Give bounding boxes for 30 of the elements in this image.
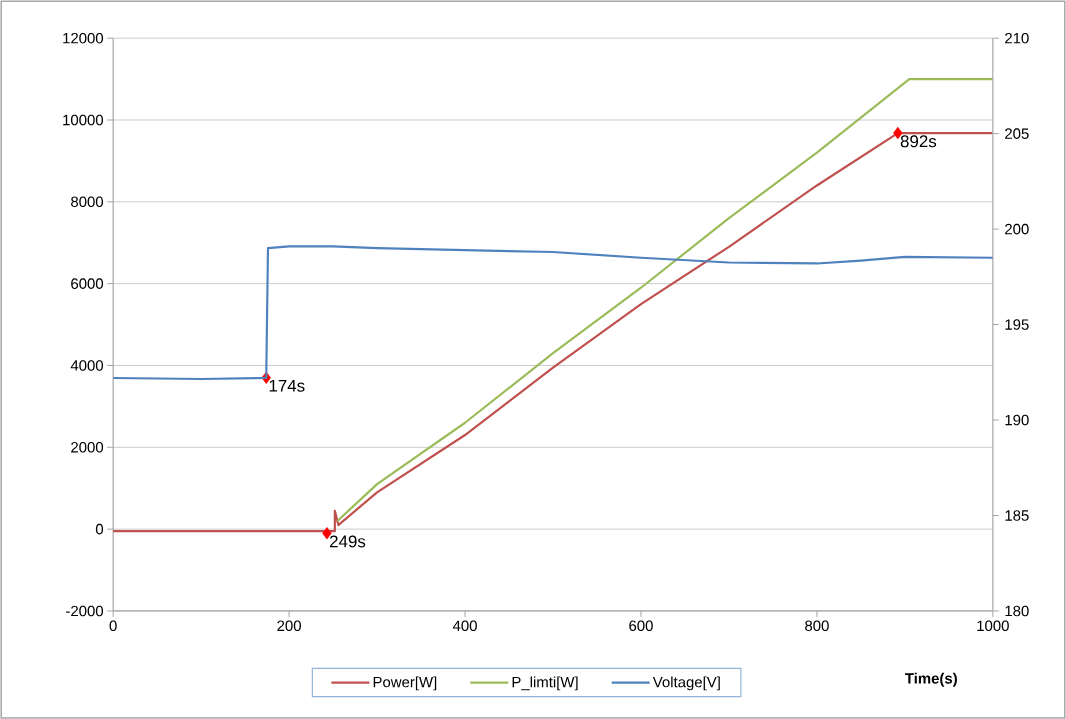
x-tick-label: 800 bbox=[805, 620, 829, 631]
y2-tick-label: 200 bbox=[1005, 223, 1029, 235]
y2-tick-label: 205 bbox=[1005, 128, 1029, 139]
legend-label: P_limti[W] bbox=[512, 676, 578, 691]
y2-tick-label: 210 bbox=[1005, 32, 1029, 44]
y-tick-label: -2000 bbox=[66, 605, 104, 617]
y-tick-label: 10000 bbox=[63, 114, 104, 126]
point bbox=[322, 526, 332, 540]
x-tick-label: 400 bbox=[452, 620, 477, 631]
y2-tick-label: 195 bbox=[1005, 319, 1029, 330]
y2-tick-label: 185 bbox=[1005, 510, 1029, 521]
annotation: 892s bbox=[900, 135, 937, 148]
y-tick-label: 0 bbox=[95, 523, 104, 535]
line-series bbox=[336, 77, 994, 522]
annotation: 174s bbox=[269, 379, 305, 392]
y-tick-label: 12000 bbox=[63, 32, 104, 44]
y2-tick-label: 190 bbox=[1005, 414, 1029, 426]
annotation: 249s bbox=[329, 535, 366, 548]
legend-label: Voltage[V] bbox=[652, 676, 720, 691]
x-tick-label: 0 bbox=[109, 620, 117, 631]
y-tick-label: 2000 bbox=[71, 441, 104, 453]
x-tick-label: 600 bbox=[629, 620, 653, 631]
y2-tick-label: 180 bbox=[1005, 605, 1029, 617]
y-tick-label: 4000 bbox=[70, 360, 104, 371]
x-tick-label: 1000 bbox=[977, 620, 1009, 631]
x-axis-title: Time(s) bbox=[905, 672, 957, 687]
legend-label: Power[W] bbox=[373, 676, 437, 691]
x-tick-label: 200 bbox=[277, 620, 301, 631]
y-tick-label: 6000 bbox=[71, 278, 104, 289]
y-tick-label: 8000 bbox=[71, 196, 104, 208]
